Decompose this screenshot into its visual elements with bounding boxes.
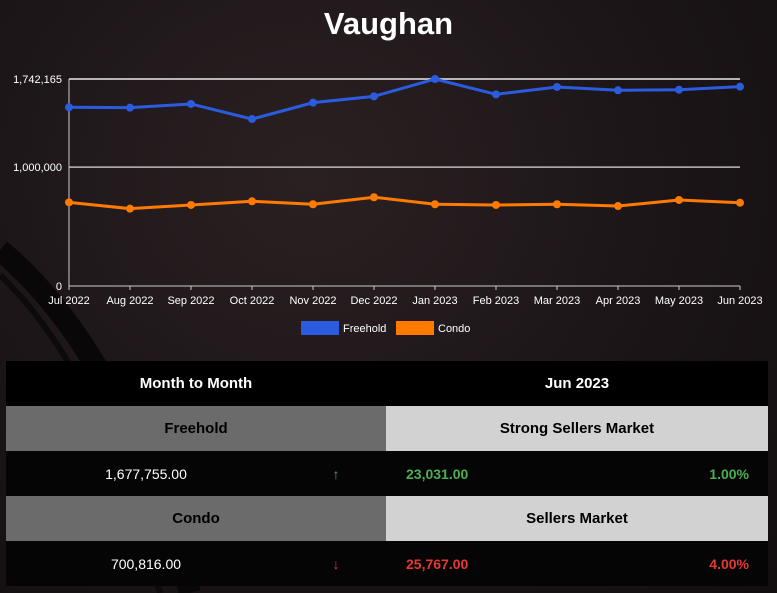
freehold-data-point	[248, 115, 256, 124]
condo-data-point	[736, 198, 744, 207]
x-tick-label: Dec 2022	[350, 295, 397, 307]
x-tick-label: Oct 2022	[230, 295, 275, 307]
freehold-label-row: Freehold Strong Sellers Market	[6, 406, 768, 451]
freehold-price: 1,677,755.00	[6, 451, 286, 496]
condo-data-point	[248, 197, 256, 206]
condo-data-point	[614, 202, 622, 211]
x-tick-label: Jul 2022	[48, 295, 90, 307]
header-month: Jun 2023	[386, 361, 768, 406]
condo-data-point	[431, 200, 439, 209]
freehold-data-point	[126, 103, 134, 112]
x-tick-label: Apr 2023	[596, 295, 641, 307]
freehold-label: Freehold	[6, 406, 386, 451]
condo-data-point	[553, 200, 561, 209]
freehold-data-point	[614, 86, 622, 95]
condo-series-line	[68, 195, 741, 211]
condo-values-row: 700,816.00 ↓ 25,767.00 4.00%	[6, 541, 768, 586]
condo-data-point	[187, 200, 195, 209]
freehold-change: 23,031.00	[386, 451, 609, 496]
condo-price: 700,816.00	[6, 541, 286, 586]
x-tick-label: May 2023	[655, 295, 703, 307]
freehold-legend-swatch	[301, 321, 339, 335]
condo-data-point	[309, 200, 317, 209]
freehold-data-point	[553, 82, 561, 91]
freehold-legend-label: Freehold	[343, 323, 386, 335]
stats-header-row: Month to Month Jun 2023	[6, 361, 768, 406]
freehold-values-row: 1,677,755.00 ↑ 23,031.00 1.00%	[6, 451, 768, 496]
condo-change: 25,767.00	[386, 541, 609, 586]
condo-data-point	[492, 200, 500, 209]
freehold-series-line	[68, 77, 741, 121]
freehold-percent: 1.00%	[608, 451, 768, 496]
freehold-data-point	[187, 99, 195, 108]
condo-percent: 4.00%	[608, 541, 768, 586]
x-tick-label: Jun 2023	[717, 295, 762, 307]
condo-data-point	[65, 198, 73, 207]
condo-label: Condo	[6, 496, 386, 541]
x-tick-label: Mar 2023	[534, 295, 580, 307]
freehold-data-point	[736, 82, 744, 91]
x-tick-label: Sep 2022	[167, 295, 214, 307]
condo-data-point	[370, 193, 378, 202]
x-tick-label: Feb 2023	[473, 295, 519, 307]
x-tick-label: Jan 2023	[412, 295, 457, 307]
freehold-market-status: Strong Sellers Market	[386, 406, 768, 451]
y-tick-label: 1,000,000	[13, 162, 62, 174]
condo-data-point	[126, 204, 134, 213]
condo-market-status: Sellers Market	[386, 496, 768, 541]
condo-legend-label: Condo	[438, 323, 470, 335]
arrow-down-icon: ↓	[286, 541, 386, 586]
stats-table: Month to Month Jun 2023 Freehold Strong …	[6, 361, 768, 586]
condo-legend-swatch	[396, 321, 434, 335]
x-tick-label: Aug 2022	[106, 295, 153, 307]
condo-data-point	[675, 195, 683, 204]
freehold-data-point	[309, 98, 317, 107]
y-tick-label: 0	[56, 281, 62, 293]
freehold-data-point	[370, 92, 378, 101]
freehold-data-point	[431, 75, 439, 83]
y-tick-label: 1,742,165	[13, 74, 62, 86]
arrow-up-icon: ↑	[286, 451, 386, 496]
condo-label-row: Condo Sellers Market	[6, 496, 768, 541]
header-month-to-month: Month to Month	[6, 361, 386, 406]
freehold-data-point	[492, 90, 500, 99]
x-tick-label: Nov 2022	[289, 295, 336, 307]
page-title: Vaughan	[323, 6, 454, 41]
freehold-data-point	[65, 103, 73, 112]
line-chart: 0 1,000,000 1,742,165 Jul 2022 Aug 2022 Sep 2…	[13, 74, 763, 335]
freehold-data-point	[675, 85, 683, 94]
